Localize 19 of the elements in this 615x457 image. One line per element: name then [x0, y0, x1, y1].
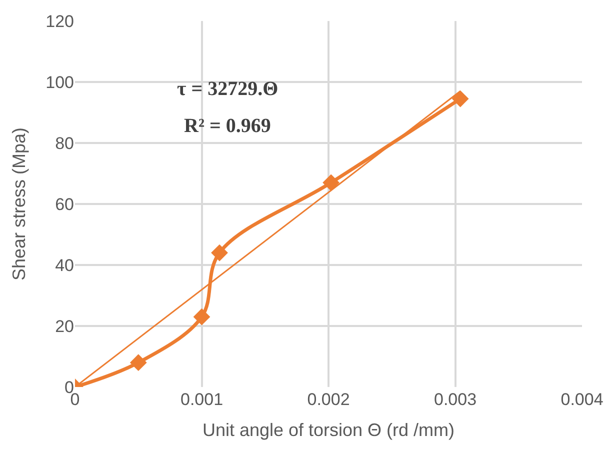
point [322, 174, 340, 192]
x-tick-label: 0.004 [560, 390, 604, 409]
y-tick-label: 120 [46, 12, 74, 31]
y-tick-label: 40 [55, 256, 74, 275]
annotation: τ = 32729.Θ [177, 78, 278, 100]
x-tick-label: 0.002 [307, 390, 350, 409]
y-tick-label: 80 [55, 134, 74, 153]
y-tick-label: 20 [55, 316, 74, 336]
point [193, 308, 210, 326]
y-tick-label: 60 [55, 194, 74, 214]
y-axis-title: Shear stress (Mpa) [8, 127, 29, 281]
x-axis-title: Unit angle of torsion Θ (rd /mm) [202, 420, 455, 440]
annotation: R² = 0.969 [184, 115, 271, 137]
point [130, 354, 147, 372]
point [452, 90, 469, 108]
y-tick-label: 100 [46, 72, 74, 92]
point [211, 244, 228, 262]
x-tick-label: 0.003 [434, 390, 477, 409]
x-tick-label: 0.001 [180, 390, 224, 409]
